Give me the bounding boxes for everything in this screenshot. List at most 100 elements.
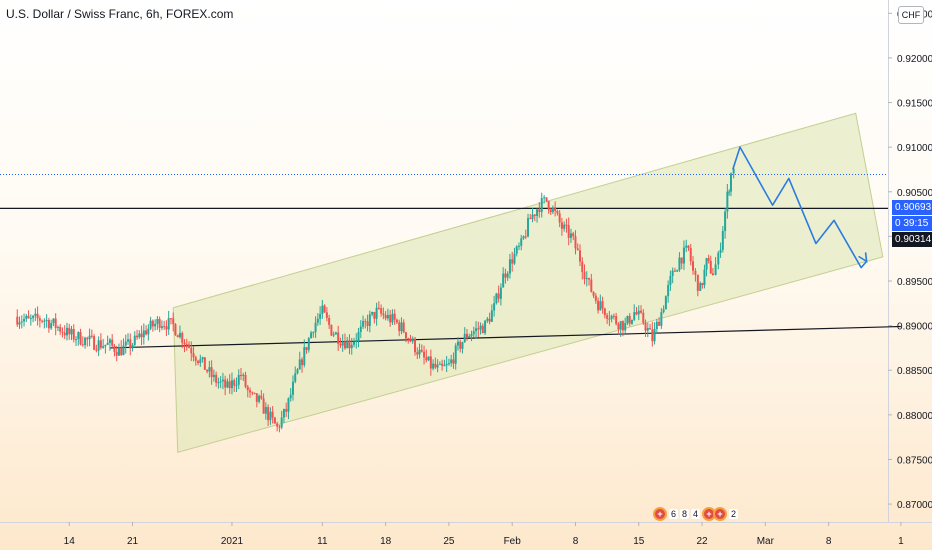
economic-events-group[interactable]: + 6 8 4 + — [653, 506, 717, 522]
candle-body — [255, 393, 258, 402]
candle-body — [567, 225, 570, 238]
candle-body — [389, 314, 392, 323]
candle-body — [441, 363, 444, 366]
candle-body — [624, 322, 627, 331]
event-count: 4 — [691, 509, 701, 519]
candle-body — [644, 322, 647, 331]
candle-body — [429, 356, 432, 369]
candle-body — [246, 386, 249, 391]
flag-switzerland-icon[interactable]: + — [653, 507, 667, 521]
y-tick-label: 0.91500 — [897, 99, 932, 110]
candle-body — [287, 398, 290, 412]
candle-body — [664, 296, 667, 310]
candle-body — [581, 261, 584, 273]
candle-body — [479, 325, 482, 330]
x-tick-label: 18 — [380, 536, 392, 547]
candle-body — [721, 230, 724, 250]
candle-body — [538, 209, 541, 212]
candle-body — [391, 313, 394, 323]
candle-body — [310, 332, 313, 339]
candle-body — [728, 191, 731, 193]
x-tick-label: 8 — [573, 536, 579, 547]
candle-body — [174, 324, 177, 336]
candle-body — [99, 340, 102, 348]
candle-body — [163, 326, 166, 328]
candle-body — [149, 320, 152, 329]
candle-body — [124, 341, 127, 346]
x-tick-label: 22 — [696, 536, 708, 547]
candle-body — [72, 329, 75, 340]
candle-body — [151, 320, 154, 327]
candle-body — [181, 333, 184, 343]
candle-body — [95, 349, 98, 351]
candle-body — [262, 398, 265, 414]
candle-body — [637, 310, 640, 315]
candle-body — [145, 330, 148, 335]
x-tick-label: Mar — [757, 536, 775, 547]
candle-body — [687, 245, 690, 249]
candle-body — [450, 359, 453, 364]
candle-body — [122, 345, 125, 355]
candle-body — [357, 331, 360, 341]
candle-body — [404, 332, 407, 339]
candle-body — [70, 329, 73, 335]
candle-body — [640, 310, 643, 313]
candle-body — [120, 347, 123, 355]
candle-body — [228, 381, 231, 389]
candle-body — [253, 392, 256, 394]
candle-body — [111, 339, 114, 346]
candle-body — [226, 381, 229, 388]
candle-body — [267, 407, 270, 421]
candle-body — [673, 270, 676, 272]
candle-body — [217, 382, 220, 384]
candle-body — [660, 312, 663, 326]
candle-body — [362, 321, 365, 327]
candle-body — [301, 359, 304, 366]
candle-body — [271, 411, 274, 418]
price-channel — [172, 112, 884, 453]
candle-body — [551, 207, 554, 213]
event-count: 8 — [680, 509, 690, 519]
currency-badge[interactable]: CHF — [898, 6, 924, 24]
candle-body — [373, 311, 376, 319]
candle-body — [701, 283, 704, 286]
candle-body — [343, 341, 346, 349]
candle-body — [56, 326, 59, 328]
candle-body — [23, 319, 26, 322]
candle-body — [495, 293, 498, 304]
candle-body — [477, 328, 480, 330]
candle-body — [646, 328, 649, 331]
projection-arrowhead — [858, 252, 868, 263]
candle-body — [305, 347, 308, 351]
candle-body — [724, 211, 727, 231]
candle-body — [183, 342, 186, 345]
candle-body — [242, 374, 245, 376]
candle-body — [115, 351, 118, 356]
candle-body — [628, 315, 631, 324]
candle-body — [364, 321, 367, 323]
candle-body — [732, 168, 735, 174]
candle-body — [560, 222, 563, 229]
candle-body — [626, 315, 629, 323]
candle-body — [717, 252, 720, 265]
candle-body — [93, 336, 96, 350]
candle-body — [398, 322, 401, 332]
candle-body — [676, 270, 679, 272]
candle-body — [133, 335, 136, 345]
candle-body — [655, 321, 658, 329]
candle-body — [630, 319, 633, 324]
flag-switzerland-icon[interactable]: + — [713, 507, 727, 521]
candle-body — [633, 312, 636, 320]
candle-body — [88, 335, 91, 340]
candle-body — [726, 191, 729, 212]
economic-events-group[interactable]: + 2 — [713, 506, 739, 522]
candle-body — [260, 395, 263, 399]
candle-body — [531, 214, 534, 219]
candle-body — [606, 315, 609, 319]
candle-body — [54, 318, 57, 328]
candle-body — [106, 342, 109, 345]
candle-body — [154, 323, 157, 327]
candle-body — [334, 332, 337, 335]
x-tick-label: Feb — [504, 536, 522, 547]
